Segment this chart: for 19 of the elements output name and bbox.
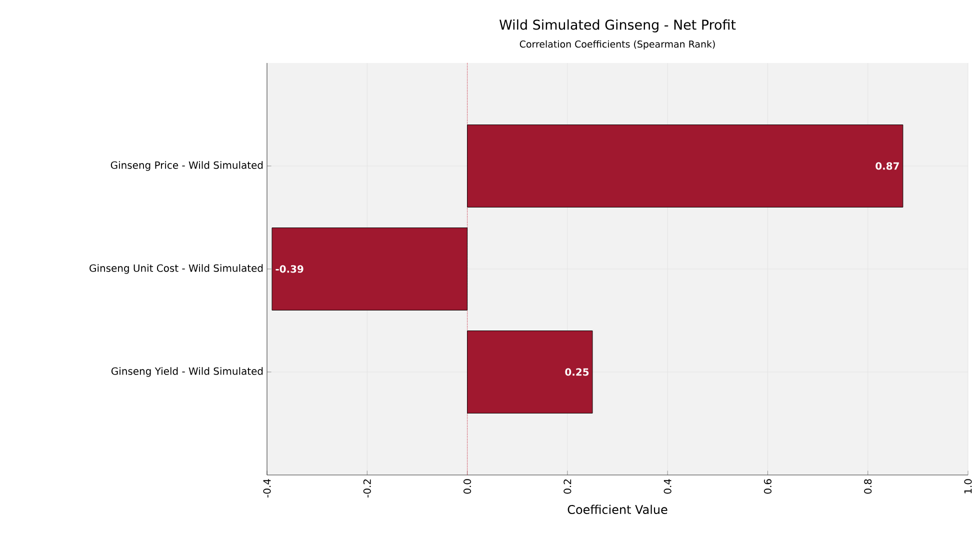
x-tick-label: -0.4 [263,479,271,498]
chart-subtitle: Correlation Coefficients (Spearman Rank) [520,40,715,50]
x-tick-label: 0.4 [664,479,672,494]
data-label: 0.87 [876,162,899,170]
data-label: 0.25 [565,368,589,376]
y-tick-label: Ginseng Price - Wild Simulated [110,161,263,171]
x-tick-label: 0.2 [564,480,572,494]
x-tick-label: 1.0 [964,479,972,494]
y-tick-label: Ginseng Yield - Wild Simulated [111,367,263,377]
x-axis-title: Coefficient Value [568,504,668,514]
bar [467,124,904,208]
x-tick-label: 0.0 [464,479,472,494]
y-tick-label: Ginseng Unit Cost - Wild Simulated [90,264,263,274]
x-tick-label: 0.8 [864,479,872,494]
data-label: -0.39 [276,265,304,273]
x-tick-label: -0.2 [363,480,371,498]
bar [467,330,593,414]
x-tick-label: 0.6 [764,479,772,494]
chart-title: Wild Simulated Ginseng - Net Profit [500,19,736,32]
